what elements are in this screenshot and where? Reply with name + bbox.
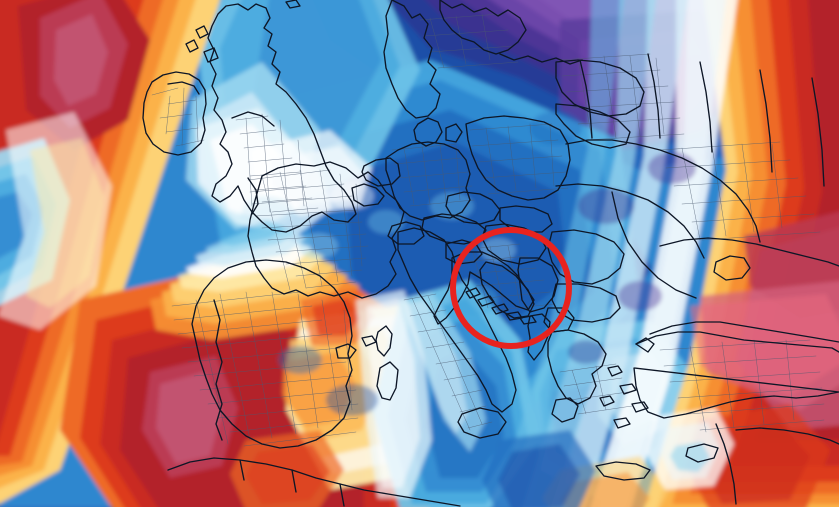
national-borders — [142, 0, 839, 507]
admin-subdivision-lines — [151, 13, 825, 447]
croatia-highlight-circle[interactable] — [450, 227, 572, 349]
